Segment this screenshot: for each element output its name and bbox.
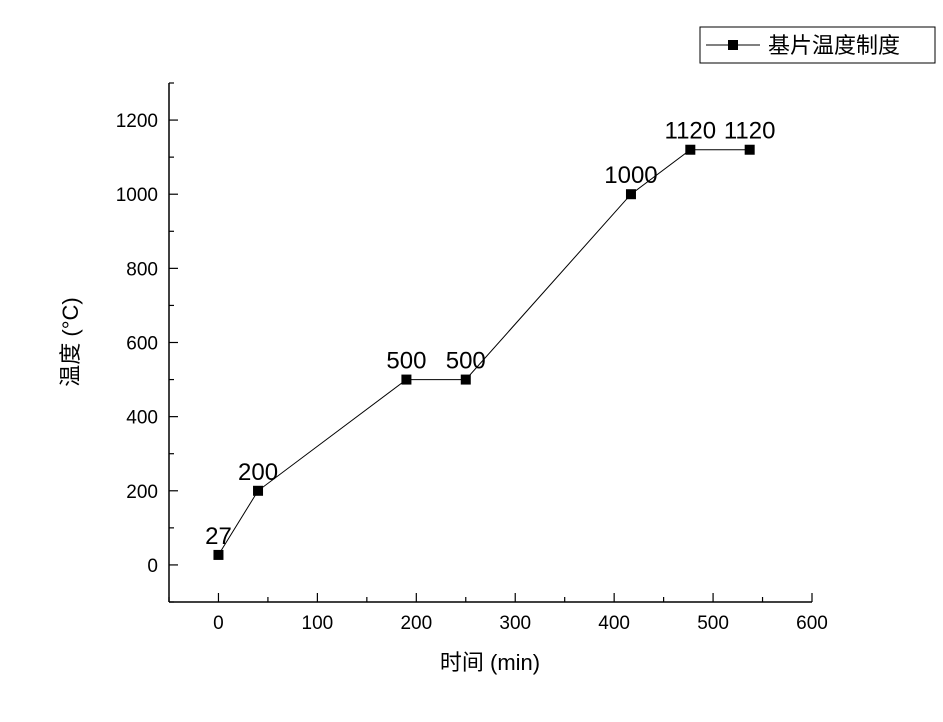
data-label: 500 [386,348,426,375]
y-tick-label: 0 [147,556,158,577]
data-label: 200 [238,459,278,486]
y-tick-label: 1000 [116,185,158,206]
data-label: 1000 [604,162,657,189]
data-point [685,144,696,155]
plot-area: 0 100 200 300 400 500 600 0 200 400 600 800 1000 120… [116,82,828,634]
y-tick-label: 600 [126,334,158,355]
legend-marker [728,40,738,50]
x-tick-label: 600 [796,613,828,634]
y-tick-label: 200 [126,482,158,503]
y-tick-label: 1200 [116,111,158,132]
data-point [625,189,636,200]
data-point [213,549,224,560]
y-axis-title: 温度 (°C) [58,297,83,386]
x-tick-label: 0 [213,613,224,634]
series-group: 27 200 500 500 1000 1120 1120 [205,118,775,560]
data-label: 27 [205,523,232,550]
legend: 基片温度制度 [699,26,936,64]
x-ticks: 0 100 200 300 400 500 600 [168,593,828,634]
x-axis-title: 时间 (min) [440,650,540,675]
data-label: 500 [446,348,486,375]
data-point [401,374,412,385]
data-point [253,485,264,496]
data-label: 1120 [724,118,776,145]
y-ticks: 0 200 400 600 800 1000 1200 [116,82,178,603]
y-tick-label: 400 [126,408,158,429]
x-tick-label: 100 [302,613,334,634]
x-tick-label: 500 [697,613,729,634]
y-tick-label: 800 [126,259,158,280]
legend-label: 基片温度制度 [768,34,900,59]
data-label: 1120 [665,118,717,145]
x-tick-label: 300 [499,613,531,634]
x-tick-label: 400 [598,613,630,634]
x-tick-label: 200 [400,613,432,634]
data-point [744,144,755,155]
data-point [460,374,471,385]
